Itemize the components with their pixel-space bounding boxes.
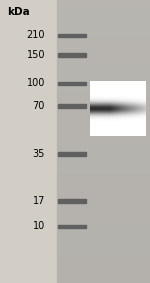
Text: 17: 17 <box>33 196 45 206</box>
Bar <box>58 53 86 57</box>
Bar <box>57 0 150 283</box>
Bar <box>58 199 86 203</box>
Text: 35: 35 <box>33 149 45 159</box>
Bar <box>58 33 86 37</box>
Text: 70: 70 <box>33 101 45 111</box>
Bar <box>58 82 86 85</box>
Text: 100: 100 <box>27 78 45 89</box>
Bar <box>0 0 57 283</box>
Bar <box>58 225 86 228</box>
Text: 210: 210 <box>27 30 45 40</box>
Text: kDa: kDa <box>7 7 29 17</box>
Text: 150: 150 <box>27 50 45 60</box>
Bar <box>58 152 86 156</box>
Bar <box>58 104 86 108</box>
Text: 10: 10 <box>33 221 45 231</box>
